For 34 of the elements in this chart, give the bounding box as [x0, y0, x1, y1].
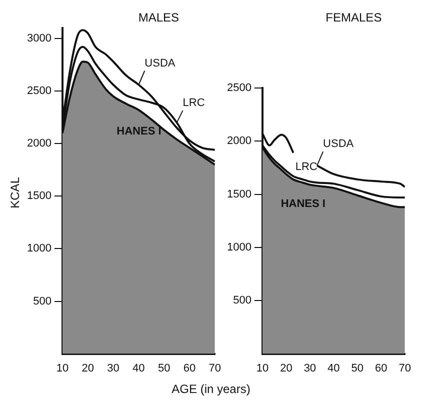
y-tick-label: 2500 — [226, 82, 252, 94]
x-tick-label: 30 — [107, 362, 120, 374]
y-tick-label: 1500 — [226, 188, 252, 200]
y-tick-label: 1500 — [26, 190, 52, 202]
y-axis-title: KCAL — [8, 177, 23, 209]
x-tick-label: 60 — [375, 362, 388, 374]
x-tick-label: 40 — [328, 362, 340, 374]
y-tick-label: 500 — [233, 294, 252, 307]
series-label: LRC — [182, 97, 205, 110]
y-tick-label: 2000 — [226, 135, 252, 148]
x-tick-label: 70 — [208, 362, 222, 374]
y-tick-label: 1000 — [226, 242, 252, 254]
chart-title: MALES — [138, 10, 180, 24]
series-label: LRC — [295, 160, 318, 173]
series-label: USDA — [323, 138, 354, 150]
x-tick-label: 50 — [351, 362, 364, 374]
x-tick-label: 10 — [56, 362, 69, 374]
series-label: HANES I — [280, 198, 326, 210]
x-tick-label: 10 — [256, 362, 269, 374]
series-label: USDA — [144, 57, 176, 70]
x-tick-label: 70 — [398, 362, 412, 374]
x-axis-title: AGE (in years) — [170, 382, 252, 396]
chart-title: FEMALES — [326, 10, 382, 24]
x-tick-label: 50 — [158, 362, 170, 374]
y-tick-label: 1000 — [26, 242, 52, 255]
y-tick-label: 500 — [33, 295, 52, 308]
x-tick-label: 20 — [82, 362, 94, 374]
x-tick-label: 30 — [304, 362, 316, 374]
y-tick-label: 2500 — [26, 85, 52, 98]
x-tick-label: 60 — [183, 362, 196, 374]
y-tick-label: 3000 — [26, 32, 52, 45]
y-tick-label: 2000 — [26, 138, 52, 150]
x-tick-label: 40 — [132, 362, 145, 374]
x-tick-label: 20 — [280, 362, 292, 374]
